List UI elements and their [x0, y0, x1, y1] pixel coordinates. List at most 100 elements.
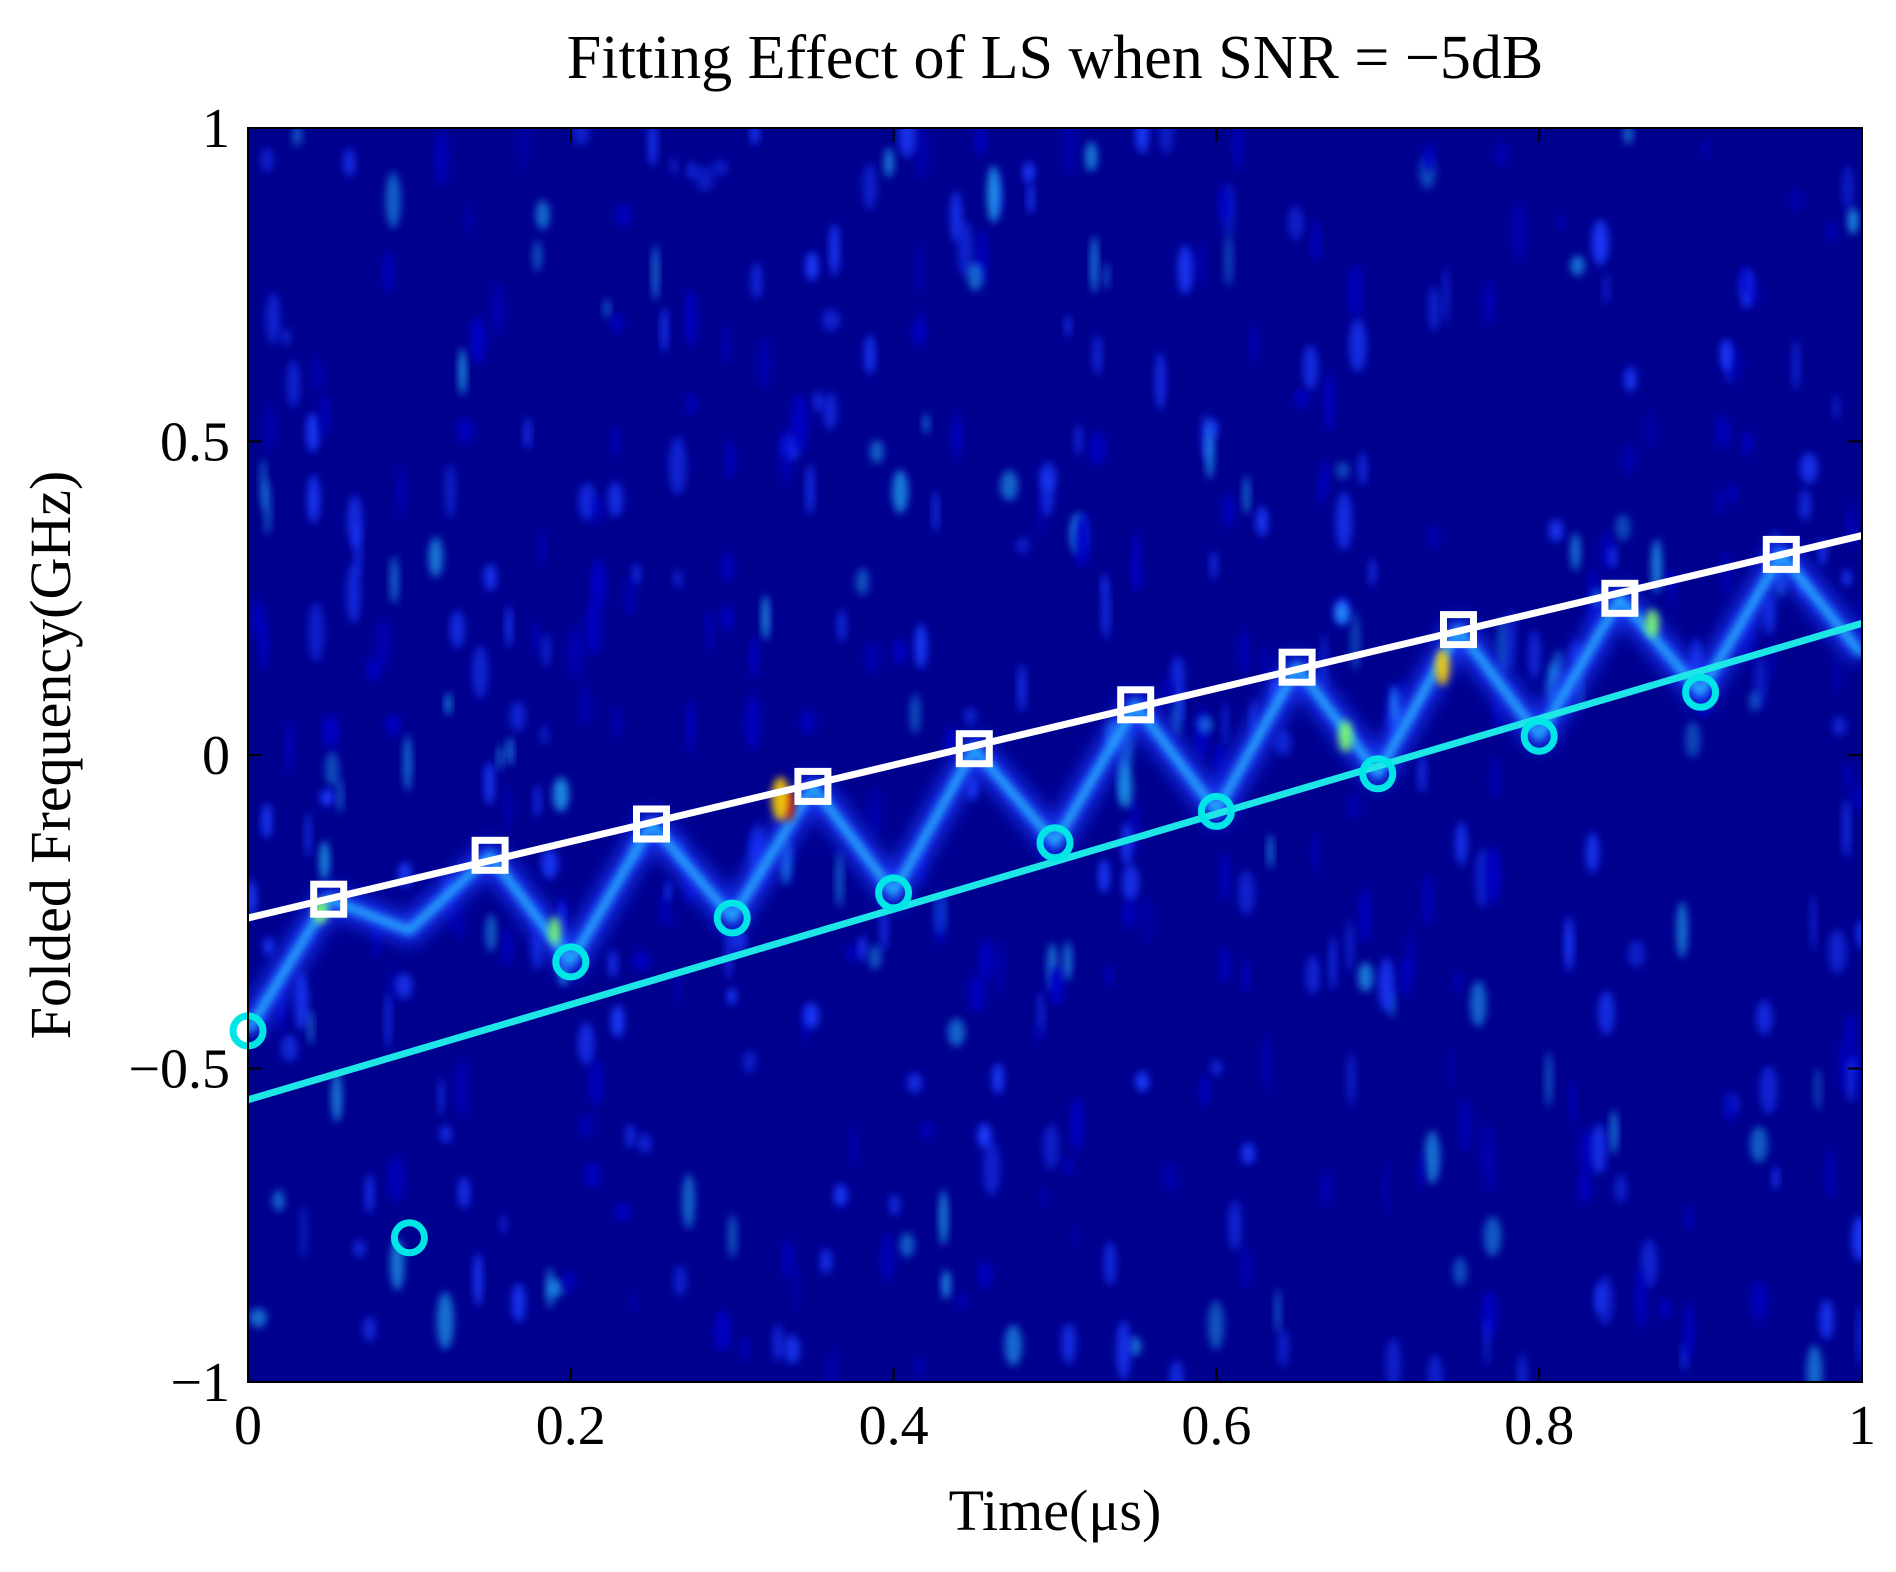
noise-blob [1162, 1162, 1178, 1194]
x-tick-label: 1 [1848, 1395, 1876, 1457]
noise-blob [987, 165, 1000, 223]
noise-blob [1207, 1300, 1225, 1350]
noise-blob [950, 190, 963, 243]
noise-blob [1346, 1052, 1356, 1106]
noise-blob [1000, 470, 1019, 502]
noise-blob [714, 1310, 731, 1352]
noise-blob [823, 392, 838, 430]
noise-blob [1063, 1157, 1074, 1175]
noise-blob [1603, 273, 1610, 305]
noise-blob [712, 159, 729, 177]
noise-blob [932, 490, 939, 533]
noise-blob [1448, 1047, 1455, 1091]
noise-blob [1267, 834, 1274, 869]
noise-blob [1048, 966, 1065, 1006]
noise-blob [384, 991, 392, 1049]
noise-blob [491, 281, 504, 337]
noise-blob [1759, 1066, 1778, 1114]
noise-blob [1302, 345, 1319, 391]
noise-blob [539, 529, 546, 566]
noise-blob [319, 394, 329, 437]
noise-blob [1218, 186, 1231, 222]
noise-blob [1577, 1170, 1592, 1204]
noise-blob [632, 563, 641, 586]
fit-lines [248, 532, 1862, 1104]
noise-blob [540, 849, 559, 879]
noise-blob [259, 458, 267, 511]
noise-blob [892, 469, 909, 514]
ridge-core [248, 549, 1862, 1034]
noise-blob [1159, 128, 1174, 155]
noise-blob [502, 926, 512, 968]
noise-blob [577, 1022, 595, 1065]
y-axis: −1 −0.5 0 0.5 1 [128, 98, 1862, 1414]
noise-blob [346, 563, 361, 624]
noise-blob [1591, 219, 1609, 266]
noise-blob [1856, 1305, 1862, 1366]
noise-blob [395, 973, 413, 999]
noise-blob [915, 242, 926, 295]
noise-blob [1727, 484, 1738, 504]
noise-blob [1479, 1124, 1495, 1169]
noise-blob [800, 709, 817, 735]
noise-blob [1305, 956, 1320, 995]
noise-blob [532, 240, 542, 272]
noise-blob [506, 737, 514, 766]
noise-blob [1685, 720, 1701, 758]
noise-blob [464, 204, 473, 235]
noise-blob [1740, 264, 1750, 299]
noise-blob [1427, 523, 1441, 551]
noise-blob [1349, 318, 1367, 373]
noise-blob [545, 1267, 555, 1309]
noise-blob [390, 556, 399, 604]
noise-blob [249, 1308, 267, 1328]
noise-blob [1569, 1079, 1576, 1125]
circle-marker [1682, 673, 1720, 711]
noise-blob [1422, 144, 1436, 172]
noise-blob [1084, 141, 1098, 172]
noise-blob [566, 625, 584, 681]
ridge-hotspot [1645, 609, 1660, 638]
noise-blob [320, 789, 335, 806]
noise-blob [1335, 602, 1349, 625]
spectrogram-heatmap [248, 128, 1862, 1382]
noise-blob [660, 307, 668, 353]
noise-blob [1847, 207, 1859, 235]
noise-blob [1824, 1149, 1836, 1201]
noise-blob [1232, 128, 1244, 171]
noise-blob [757, 335, 772, 391]
noise-blob [539, 725, 550, 745]
noise-blob [439, 1125, 452, 1143]
x-axis-label: Time(μs) [949, 1478, 1162, 1543]
noise-blob [503, 785, 512, 833]
noise-blob [281, 328, 291, 346]
noise-blob [1455, 821, 1468, 866]
noise-blob [541, 633, 551, 667]
noise-blob [833, 1184, 848, 1207]
noise-blob [1545, 1051, 1553, 1107]
noise-blob [311, 356, 324, 391]
noise-blob [1610, 1109, 1618, 1155]
noise-blob [1241, 1142, 1256, 1165]
noise-blob [1772, 1166, 1780, 1190]
noise-blob [1485, 846, 1502, 904]
noise-blob [1120, 766, 1133, 809]
noise-blob [1551, 650, 1564, 681]
noise-blob [260, 147, 274, 173]
noise-blob [1763, 597, 1776, 636]
noise-blob [953, 424, 963, 446]
noise-blob [385, 172, 401, 229]
noise-blob [686, 698, 696, 755]
square-marker [1601, 579, 1639, 617]
noise-blob [385, 714, 401, 736]
noise-blob [1131, 532, 1141, 593]
noise-blob [745, 694, 761, 751]
noise-blob [1416, 1152, 1425, 1192]
noise-blob [607, 481, 624, 518]
noise-blob [336, 778, 344, 814]
noise-blob [272, 1189, 285, 1212]
noise-blob [1833, 656, 1840, 698]
noise-blob [611, 705, 623, 739]
noise-blob [1620, 445, 1637, 475]
noise-blob [1135, 1071, 1150, 1092]
